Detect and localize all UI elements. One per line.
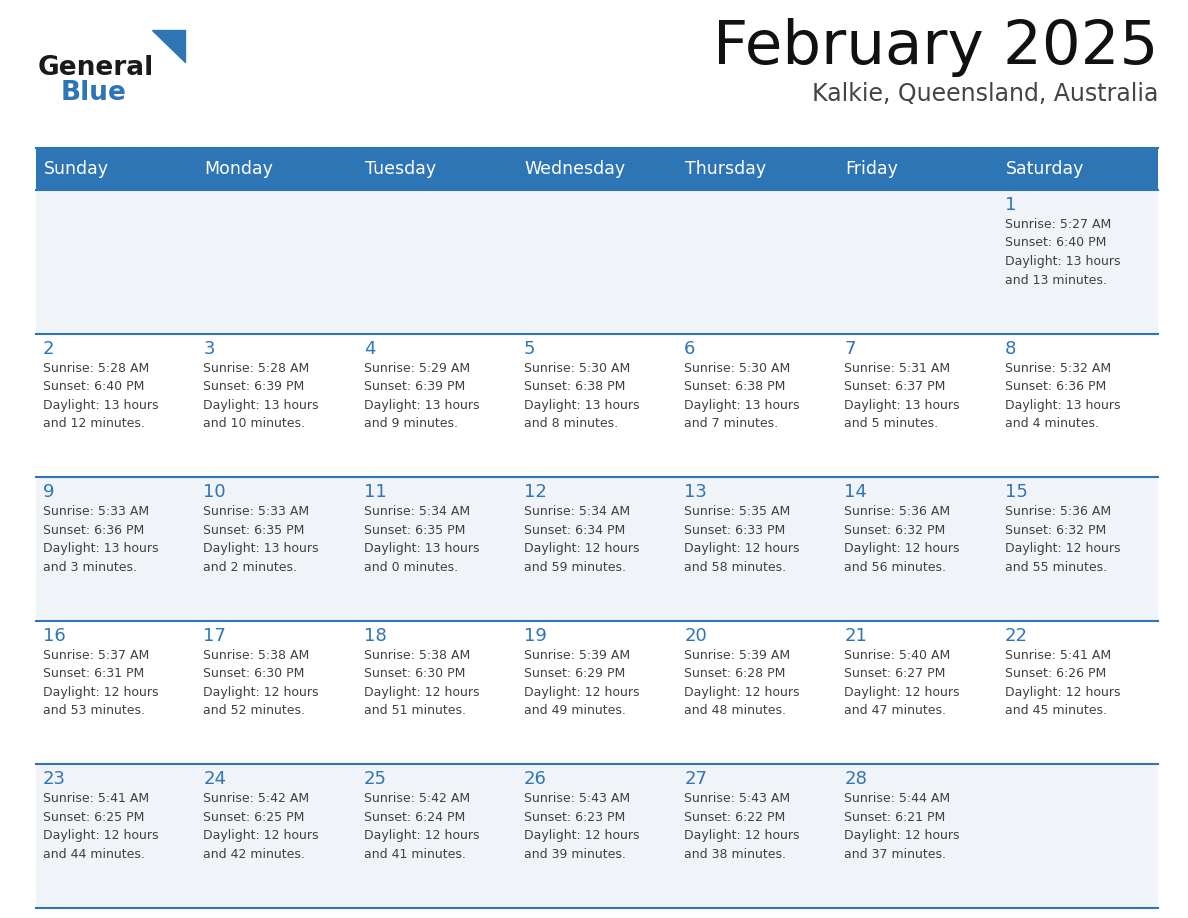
Text: Tuesday: Tuesday bbox=[365, 160, 436, 178]
Text: 16: 16 bbox=[43, 627, 65, 644]
Text: February 2025: February 2025 bbox=[713, 18, 1158, 77]
Text: Sunrise: 5:30 AM
Sunset: 6:38 PM
Daylight: 13 hours
and 7 minutes.: Sunrise: 5:30 AM Sunset: 6:38 PM Dayligh… bbox=[684, 362, 800, 431]
Text: 24: 24 bbox=[203, 770, 226, 789]
Text: Sunrise: 5:42 AM
Sunset: 6:24 PM
Daylight: 12 hours
and 41 minutes.: Sunrise: 5:42 AM Sunset: 6:24 PM Dayligh… bbox=[364, 792, 479, 861]
Text: 7: 7 bbox=[845, 340, 855, 358]
Text: 26: 26 bbox=[524, 770, 546, 789]
Text: Sunrise: 5:28 AM
Sunset: 6:40 PM
Daylight: 13 hours
and 12 minutes.: Sunrise: 5:28 AM Sunset: 6:40 PM Dayligh… bbox=[43, 362, 158, 431]
Text: Sunrise: 5:27 AM
Sunset: 6:40 PM
Daylight: 13 hours
and 13 minutes.: Sunrise: 5:27 AM Sunset: 6:40 PM Dayligh… bbox=[1005, 218, 1120, 286]
Text: Sunrise: 5:33 AM
Sunset: 6:36 PM
Daylight: 13 hours
and 3 minutes.: Sunrise: 5:33 AM Sunset: 6:36 PM Dayligh… bbox=[43, 505, 158, 574]
Text: 25: 25 bbox=[364, 770, 386, 789]
Bar bbox=[36, 621, 1158, 765]
Text: 23: 23 bbox=[43, 770, 67, 789]
Text: Sunrise: 5:39 AM
Sunset: 6:29 PM
Daylight: 12 hours
and 49 minutes.: Sunrise: 5:39 AM Sunset: 6:29 PM Dayligh… bbox=[524, 649, 639, 717]
Text: Monday: Monday bbox=[204, 160, 273, 178]
Text: Sunrise: 5:32 AM
Sunset: 6:36 PM
Daylight: 13 hours
and 4 minutes.: Sunrise: 5:32 AM Sunset: 6:36 PM Dayligh… bbox=[1005, 362, 1120, 431]
Text: Sunrise: 5:43 AM
Sunset: 6:23 PM
Daylight: 12 hours
and 39 minutes.: Sunrise: 5:43 AM Sunset: 6:23 PM Dayligh… bbox=[524, 792, 639, 861]
Text: Sunrise: 5:28 AM
Sunset: 6:39 PM
Daylight: 13 hours
and 10 minutes.: Sunrise: 5:28 AM Sunset: 6:39 PM Dayligh… bbox=[203, 362, 318, 431]
Text: Sunrise: 5:37 AM
Sunset: 6:31 PM
Daylight: 12 hours
and 53 minutes.: Sunrise: 5:37 AM Sunset: 6:31 PM Dayligh… bbox=[43, 649, 158, 717]
Text: Sunrise: 5:34 AM
Sunset: 6:35 PM
Daylight: 13 hours
and 0 minutes.: Sunrise: 5:34 AM Sunset: 6:35 PM Dayligh… bbox=[364, 505, 479, 574]
Text: 20: 20 bbox=[684, 627, 707, 644]
Text: Sunrise: 5:39 AM
Sunset: 6:28 PM
Daylight: 12 hours
and 48 minutes.: Sunrise: 5:39 AM Sunset: 6:28 PM Dayligh… bbox=[684, 649, 800, 717]
Text: Sunrise: 5:30 AM
Sunset: 6:38 PM
Daylight: 13 hours
and 8 minutes.: Sunrise: 5:30 AM Sunset: 6:38 PM Dayligh… bbox=[524, 362, 639, 431]
Bar bbox=[36, 148, 1158, 190]
Text: Sunrise: 5:29 AM
Sunset: 6:39 PM
Daylight: 13 hours
and 9 minutes.: Sunrise: 5:29 AM Sunset: 6:39 PM Dayligh… bbox=[364, 362, 479, 431]
Text: Kalkie, Queensland, Australia: Kalkie, Queensland, Australia bbox=[811, 82, 1158, 106]
Text: 27: 27 bbox=[684, 770, 707, 789]
Text: Sunrise: 5:41 AM
Sunset: 6:26 PM
Daylight: 12 hours
and 45 minutes.: Sunrise: 5:41 AM Sunset: 6:26 PM Dayligh… bbox=[1005, 649, 1120, 717]
Text: Sunrise: 5:43 AM
Sunset: 6:22 PM
Daylight: 12 hours
and 38 minutes.: Sunrise: 5:43 AM Sunset: 6:22 PM Dayligh… bbox=[684, 792, 800, 861]
Text: 3: 3 bbox=[203, 340, 215, 358]
Text: Sunrise: 5:44 AM
Sunset: 6:21 PM
Daylight: 12 hours
and 37 minutes.: Sunrise: 5:44 AM Sunset: 6:21 PM Dayligh… bbox=[845, 792, 960, 861]
Text: Thursday: Thursday bbox=[685, 160, 766, 178]
Text: Sunrise: 5:40 AM
Sunset: 6:27 PM
Daylight: 12 hours
and 47 minutes.: Sunrise: 5:40 AM Sunset: 6:27 PM Dayligh… bbox=[845, 649, 960, 717]
Text: Wednesday: Wednesday bbox=[525, 160, 626, 178]
Text: 1: 1 bbox=[1005, 196, 1016, 214]
Bar bbox=[36, 333, 1158, 477]
Text: Sunrise: 5:38 AM
Sunset: 6:30 PM
Daylight: 12 hours
and 51 minutes.: Sunrise: 5:38 AM Sunset: 6:30 PM Dayligh… bbox=[364, 649, 479, 717]
Text: Sunrise: 5:34 AM
Sunset: 6:34 PM
Daylight: 12 hours
and 59 minutes.: Sunrise: 5:34 AM Sunset: 6:34 PM Dayligh… bbox=[524, 505, 639, 574]
Polygon shape bbox=[152, 30, 185, 62]
Text: 10: 10 bbox=[203, 483, 226, 501]
Text: Sunrise: 5:36 AM
Sunset: 6:32 PM
Daylight: 12 hours
and 55 minutes.: Sunrise: 5:36 AM Sunset: 6:32 PM Dayligh… bbox=[1005, 505, 1120, 574]
Text: 8: 8 bbox=[1005, 340, 1016, 358]
Text: General: General bbox=[38, 55, 154, 81]
Text: Sunrise: 5:41 AM
Sunset: 6:25 PM
Daylight: 12 hours
and 44 minutes.: Sunrise: 5:41 AM Sunset: 6:25 PM Dayligh… bbox=[43, 792, 158, 861]
Text: 19: 19 bbox=[524, 627, 546, 644]
Text: 17: 17 bbox=[203, 627, 226, 644]
Text: 4: 4 bbox=[364, 340, 375, 358]
Text: Sunrise: 5:36 AM
Sunset: 6:32 PM
Daylight: 12 hours
and 56 minutes.: Sunrise: 5:36 AM Sunset: 6:32 PM Dayligh… bbox=[845, 505, 960, 574]
Text: Friday: Friday bbox=[846, 160, 898, 178]
Text: Sunrise: 5:35 AM
Sunset: 6:33 PM
Daylight: 12 hours
and 58 minutes.: Sunrise: 5:35 AM Sunset: 6:33 PM Dayligh… bbox=[684, 505, 800, 574]
Text: 12: 12 bbox=[524, 483, 546, 501]
Text: 28: 28 bbox=[845, 770, 867, 789]
Text: 21: 21 bbox=[845, 627, 867, 644]
Bar bbox=[36, 765, 1158, 908]
Text: 22: 22 bbox=[1005, 627, 1028, 644]
Text: 11: 11 bbox=[364, 483, 386, 501]
Text: Sunday: Sunday bbox=[44, 160, 109, 178]
Text: 13: 13 bbox=[684, 483, 707, 501]
Text: 2: 2 bbox=[43, 340, 55, 358]
Text: Blue: Blue bbox=[61, 80, 127, 106]
Text: 6: 6 bbox=[684, 340, 695, 358]
Text: 9: 9 bbox=[43, 483, 55, 501]
Bar bbox=[36, 477, 1158, 621]
Text: Saturday: Saturday bbox=[1006, 160, 1085, 178]
Text: Sunrise: 5:38 AM
Sunset: 6:30 PM
Daylight: 12 hours
and 52 minutes.: Sunrise: 5:38 AM Sunset: 6:30 PM Dayligh… bbox=[203, 649, 318, 717]
Text: Sunrise: 5:31 AM
Sunset: 6:37 PM
Daylight: 13 hours
and 5 minutes.: Sunrise: 5:31 AM Sunset: 6:37 PM Dayligh… bbox=[845, 362, 960, 431]
Text: Sunrise: 5:42 AM
Sunset: 6:25 PM
Daylight: 12 hours
and 42 minutes.: Sunrise: 5:42 AM Sunset: 6:25 PM Dayligh… bbox=[203, 792, 318, 861]
Text: 15: 15 bbox=[1005, 483, 1028, 501]
Text: Sunrise: 5:33 AM
Sunset: 6:35 PM
Daylight: 13 hours
and 2 minutes.: Sunrise: 5:33 AM Sunset: 6:35 PM Dayligh… bbox=[203, 505, 318, 574]
Text: 5: 5 bbox=[524, 340, 536, 358]
Bar bbox=[36, 190, 1158, 333]
Text: 14: 14 bbox=[845, 483, 867, 501]
Text: 18: 18 bbox=[364, 627, 386, 644]
